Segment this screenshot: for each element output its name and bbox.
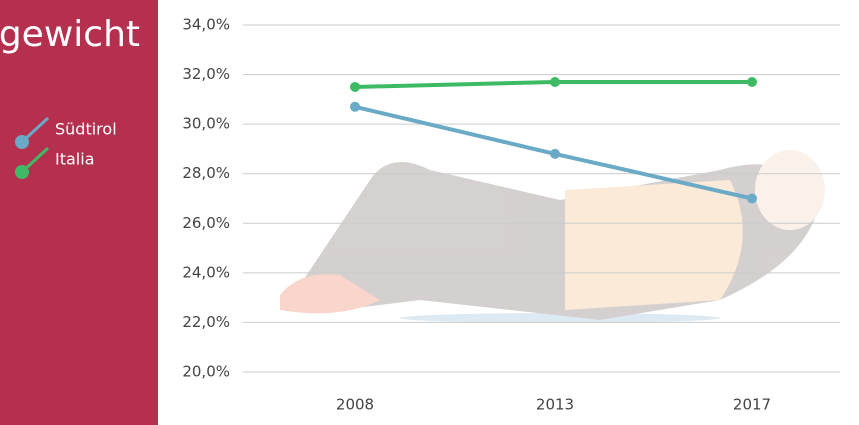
background-illustration [280, 150, 825, 323]
chart-title: gewicht [0, 14, 140, 55]
y-tick-label: 20,0% [182, 363, 230, 381]
y-tick-label: 32,0% [182, 65, 230, 83]
y-tick-label: 34,0% [182, 16, 230, 34]
point [747, 194, 757, 204]
x-tick-label: 2017 [733, 396, 771, 414]
y-tick-label: 24,0% [182, 263, 230, 281]
point [550, 149, 560, 159]
x-tick-label: 2008 [336, 396, 374, 414]
legend-icon [15, 165, 29, 179]
point [550, 77, 560, 87]
y-tick-label: 26,0% [182, 214, 230, 232]
y-tick-label: 30,0% [182, 115, 230, 133]
legend-label: Italia [55, 150, 95, 169]
y-tick-label: 28,0% [182, 164, 230, 182]
point [350, 82, 360, 92]
y-tick-label: 22,0% [182, 313, 230, 331]
side-panel [0, 0, 158, 425]
legend-label: Südtirol [55, 120, 117, 139]
x-tick-label: 2013 [536, 396, 574, 414]
point [747, 77, 757, 87]
point [350, 102, 360, 112]
legend-icon [15, 135, 29, 149]
chart: gewicht 20,0% 22,0% 24,0% 26,0% 28,0% 30,0% 32… [0, 0, 859, 425]
